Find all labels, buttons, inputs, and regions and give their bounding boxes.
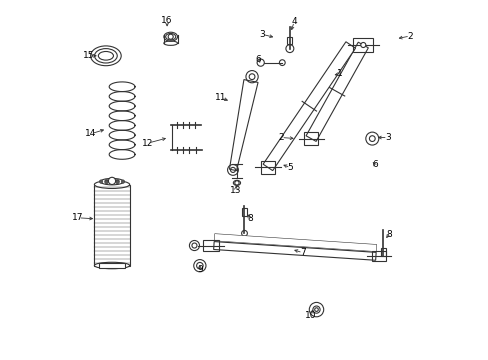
Circle shape	[99, 180, 102, 184]
Circle shape	[116, 180, 119, 184]
Bar	[203, 240, 218, 251]
Polygon shape	[214, 234, 376, 252]
Circle shape	[108, 177, 115, 185]
Circle shape	[104, 179, 108, 183]
Bar	[94, 184, 129, 266]
Text: 3: 3	[258, 30, 264, 39]
Ellipse shape	[101, 179, 123, 185]
Polygon shape	[305, 42, 367, 141]
Circle shape	[360, 42, 365, 48]
Bar	[287, 37, 292, 44]
Text: 4: 4	[291, 17, 296, 26]
Ellipse shape	[94, 181, 129, 189]
Circle shape	[116, 179, 119, 183]
Bar	[99, 264, 125, 269]
Text: 12: 12	[142, 139, 153, 148]
Text: 6: 6	[255, 55, 261, 64]
Polygon shape	[229, 80, 258, 171]
Text: 10: 10	[305, 310, 316, 320]
Text: 3: 3	[384, 133, 390, 142]
Bar	[241, 208, 247, 216]
Text: 15: 15	[83, 51, 95, 60]
Polygon shape	[263, 42, 355, 171]
Text: 9: 9	[197, 265, 203, 274]
Text: 13: 13	[230, 186, 241, 195]
Text: 8: 8	[386, 230, 391, 239]
Text: 7: 7	[299, 248, 305, 257]
Bar	[260, 161, 275, 174]
Polygon shape	[213, 242, 375, 260]
Text: 8: 8	[247, 215, 253, 223]
Text: 2: 2	[407, 32, 412, 41]
Circle shape	[121, 180, 124, 184]
Ellipse shape	[94, 262, 129, 269]
Text: 11: 11	[215, 94, 226, 103]
Circle shape	[104, 180, 108, 184]
Bar	[303, 132, 318, 145]
Text: 2: 2	[278, 133, 284, 142]
Text: 14: 14	[84, 130, 96, 139]
Text: 17: 17	[72, 213, 84, 222]
Text: 16: 16	[161, 17, 172, 26]
Text: 1: 1	[336, 69, 342, 78]
Bar	[380, 248, 385, 256]
Text: 6: 6	[371, 161, 377, 170]
Bar	[353, 38, 372, 52]
Text: 5: 5	[287, 163, 293, 172]
Circle shape	[257, 59, 264, 66]
Bar	[371, 251, 385, 261]
